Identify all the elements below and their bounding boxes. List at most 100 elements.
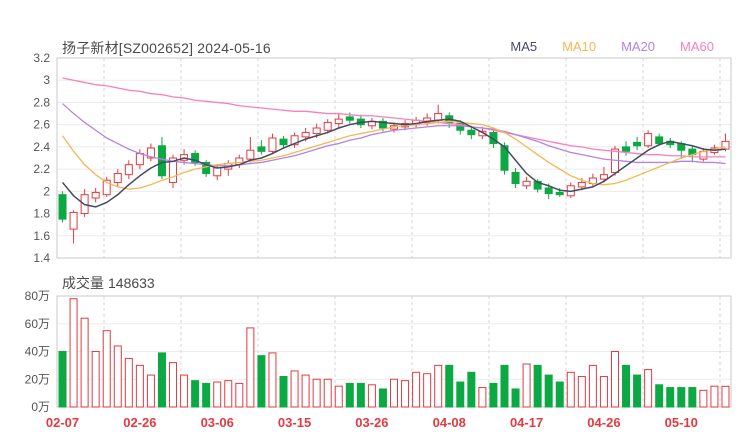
volume-bar: [522, 363, 531, 408]
volume-series: [58, 298, 730, 408]
price-axis-label: 1.4: [33, 251, 50, 265]
candle-body: [633, 141, 642, 147]
volume-bar: [268, 352, 277, 408]
volume-bar: [599, 375, 608, 408]
candle-body: [91, 191, 100, 199]
volume-bar: [356, 382, 365, 408]
candle-body: [102, 179, 111, 196]
ma10-line: [61, 120, 726, 190]
volume-bar: [710, 385, 719, 408]
volume-bar: [180, 374, 189, 408]
volume-bar: [102, 330, 111, 408]
candle-body: [522, 180, 531, 187]
volume-bar: [622, 364, 631, 408]
candle-body: [169, 157, 178, 183]
volume-bar: [566, 371, 575, 408]
candle-body: [622, 146, 631, 152]
axis-labels: 3.2 3 2.8 2.6 2.4 2.2 2 1.8 1.6 1.4 80万 60万 40万 20万 0万…: [25, 51, 698, 430]
candlestick-series: [58, 104, 730, 244]
volume-title: 成交量 148633: [62, 273, 159, 293]
legend-item-ma10[interactable]: MA10: [562, 39, 597, 54]
volume-title-label: 成交量: [62, 275, 104, 291]
volume-bar: [69, 298, 78, 408]
volume-bar: [478, 387, 487, 408]
volume-bar: [699, 389, 708, 408]
volume-bar: [677, 387, 686, 408]
volume-bar: [555, 381, 564, 408]
price-axis-label: 2.2: [33, 162, 50, 176]
candle-body: [268, 137, 277, 152]
candle-body: [533, 180, 542, 190]
volume-bar: [666, 387, 675, 408]
volume-bar: [334, 385, 343, 408]
x-axis-label: 03-26: [355, 415, 388, 430]
volume-bar: [378, 388, 387, 408]
volume-bar: [633, 374, 642, 408]
volume-bar: [445, 364, 454, 408]
volume-bar: [235, 382, 244, 408]
price-axis-label: 3.2: [33, 51, 50, 65]
volume-title-value: 148633: [108, 275, 155, 291]
volume-bar: [191, 380, 200, 408]
volume-bar: [246, 327, 255, 408]
volume-bar: [202, 382, 211, 408]
x-axis-label: 03-06: [201, 415, 234, 430]
candle-body: [157, 145, 166, 177]
legend-item-ma5[interactable]: MA5: [510, 39, 538, 54]
volume-bar: [146, 374, 155, 408]
volume-bar: [213, 381, 222, 408]
x-axis-label: 04-26: [587, 415, 620, 430]
candle-body: [544, 187, 553, 195]
volume-bar: [577, 375, 586, 408]
candle-body: [191, 153, 200, 163]
volume-axis-label: 80万: [25, 289, 50, 303]
x-axis-label: 02-26: [123, 415, 156, 430]
candle-body: [655, 136, 664, 145]
price-axis-label: 1.8: [33, 207, 50, 221]
volume-bar: [688, 387, 697, 408]
candle-body: [577, 181, 586, 188]
candle-body: [500, 145, 509, 171]
candle-body: [599, 174, 608, 180]
legend-item-ma60[interactable]: MA60: [680, 39, 714, 54]
volume-bar: [644, 369, 653, 408]
candle-body: [334, 118, 343, 125]
volume-bar: [124, 357, 133, 408]
x-axis-label: 02-07: [46, 415, 79, 430]
candle-body: [323, 121, 332, 131]
volume-bar: [169, 362, 178, 408]
volume-bar: [544, 374, 553, 408]
volume-bar: [367, 384, 376, 408]
candle-body: [555, 191, 564, 196]
volume-bar: [113, 345, 122, 408]
volume-bar: [290, 370, 299, 408]
volume-bar: [511, 388, 520, 408]
price-axis-label: 3: [43, 73, 50, 87]
volume-bar: [91, 351, 100, 408]
ma5-line: [61, 118, 726, 208]
volume-axis-label: 0万: [31, 400, 50, 414]
candle-body: [489, 131, 498, 145]
volume-axis-label: 40万: [25, 345, 50, 359]
volume-bar: [610, 351, 619, 408]
legend-item-ma20[interactable]: MA20: [621, 39, 656, 54]
candle-body: [279, 138, 288, 146]
candle-body: [378, 120, 387, 129]
volume-bar: [390, 378, 398, 408]
volume-bar: [135, 364, 144, 408]
volume-bar: [588, 364, 597, 408]
volume-bar: [401, 380, 410, 408]
volume-axis-label: 60万: [25, 317, 50, 331]
x-axis-label: 05-10: [665, 415, 698, 430]
candle-body: [312, 127, 321, 135]
volume-bar: [500, 364, 509, 408]
candle-body: [301, 131, 310, 138]
volume-bar: [456, 381, 465, 408]
candle-body: [124, 164, 133, 176]
volume-bar: [655, 384, 664, 408]
volume-bar: [323, 378, 332, 408]
volume-bar: [279, 375, 288, 408]
volume-bar: [80, 317, 89, 408]
